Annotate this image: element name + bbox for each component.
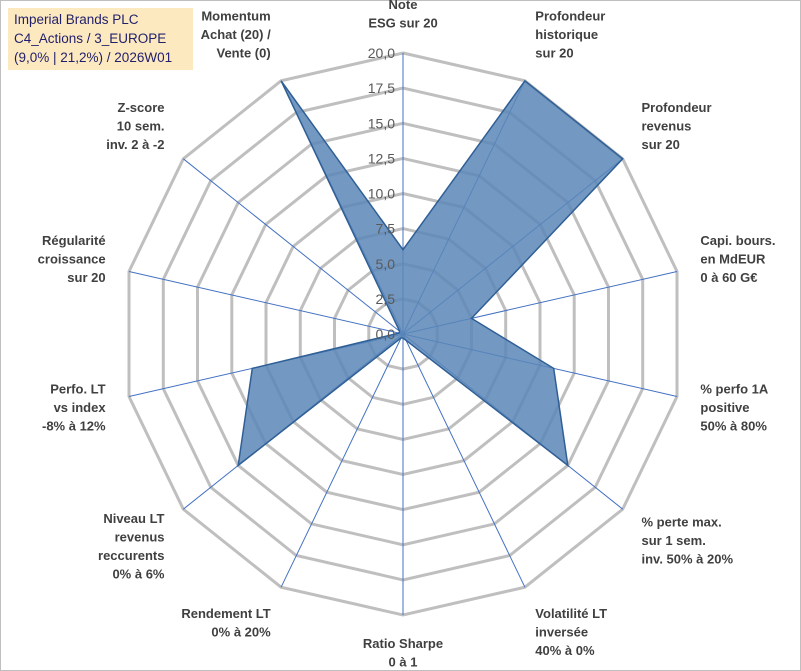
- axis-label-line: Vente (0): [217, 46, 271, 61]
- axis-label-line: 0 à 60 G€: [700, 270, 757, 285]
- axis-spoke: [182, 158, 404, 335]
- axis-spoke: [128, 271, 404, 335]
- tick-label: 17,5: [368, 80, 395, 96]
- axis-label-line: sur 1 sem.: [642, 533, 706, 548]
- axis-label-line: Rendement LT: [181, 606, 270, 621]
- axis-label-line: historique: [535, 27, 598, 42]
- axis-label-line: croissance: [38, 252, 106, 267]
- axis-label-line: 0 à 1: [389, 655, 418, 670]
- axis-label-line: Perfo. LT: [50, 381, 105, 396]
- axis-label-line: Profondeur: [642, 100, 712, 115]
- tick-label: 7,5: [376, 221, 396, 237]
- tick-label: 12,5: [368, 150, 395, 166]
- chart-title-box: Imperial Brands PLC C4_Actions / 3_EUROP…: [8, 8, 193, 70]
- tick-label: 15,0: [368, 115, 395, 131]
- axis-label-line: 0% à 6%: [112, 567, 164, 582]
- title-line-stats: (9,0% | 21,2%) / 2026W01: [14, 50, 173, 65]
- axis-label-line: Niveau LT: [103, 511, 164, 526]
- axis-label: Volatilité LT inversée 40% à 0%: [535, 606, 607, 658]
- axis-label-line: % perte max.: [642, 515, 722, 530]
- axis-label: % perfo 1A positive 50% à 80%: [700, 381, 769, 433]
- axis-label-line: Profondeur: [535, 9, 605, 24]
- axis-label: Profondeur revenus sur 20: [642, 100, 712, 152]
- axis-label-line: 0% à 20%: [211, 624, 271, 639]
- axis-label: Perfo. LT vs index -8% à 12%: [42, 381, 106, 433]
- axis-label-line: revenus: [642, 118, 692, 133]
- axis-label: % perte max. sur 1 sem. inv. 50% à 20%: [642, 515, 734, 567]
- axis-label-line: sur 20: [535, 46, 573, 61]
- axis-label-line: Ratio Sharpe: [363, 636, 443, 651]
- tick-label: 20,0: [368, 45, 395, 61]
- tick-label: 10,0: [368, 186, 395, 202]
- axis-label: Momentum Achat (20) / Vente (0): [201, 9, 271, 61]
- axis-label-line: Volatilité LT: [535, 606, 607, 621]
- axis-label-line: % perfo 1A: [700, 381, 769, 396]
- tick-label: 5,0: [376, 256, 396, 272]
- title-line-category: C4_Actions / 3_EUROPE: [14, 31, 167, 46]
- axis-label: Z-score 10 sem. inv. 2 à -2: [106, 100, 164, 152]
- axis-label-line: vs index: [54, 400, 107, 415]
- axis-label: Capi. bours. en MdEUR 0 à 60 G€: [700, 233, 775, 285]
- axis-label-line: en MdEUR: [700, 252, 766, 267]
- axis-label: Niveau LT revenus reccurents 0% à 6%: [98, 511, 165, 582]
- axis-label: Profondeur historique sur 20: [535, 9, 605, 61]
- axis-label: Régularité croissance sur 20: [38, 233, 106, 285]
- axis-label-line: sur 20: [642, 137, 680, 152]
- tick-label: 2,5: [376, 291, 396, 307]
- axis-label-line: positive: [700, 400, 749, 415]
- tick-label: 0,0: [376, 326, 396, 342]
- axis-label-line: 40% à 0%: [535, 643, 595, 658]
- axis-spoke: [402, 333, 526, 588]
- axis-label-line: Capi. bours.: [700, 233, 775, 248]
- axis-label-line: ESG sur 20: [368, 16, 437, 31]
- axis-label-line: inv. 50% à 20%: [642, 552, 734, 567]
- axis-label-line: Z-score: [118, 100, 165, 115]
- series-area: [237, 79, 624, 468]
- axis-label-line: revenus: [115, 530, 165, 545]
- axis-label-line: 10 sem.: [117, 118, 165, 133]
- axis-label-line: Régularité: [42, 233, 106, 248]
- axis-label-line: inv. 2 à -2: [106, 137, 164, 152]
- axis-label-line: Note: [389, 0, 418, 12]
- axis-label: Ratio Sharpe 0 à 1: [363, 636, 443, 670]
- axis-label-line: reccurents: [98, 548, 164, 563]
- axis-spoke: [280, 333, 404, 588]
- axis-label-line: Achat (20) /: [201, 27, 271, 42]
- title-line-company: Imperial Brands PLC: [14, 12, 139, 27]
- axis-label: Note ESG sur 20: [368, 0, 437, 31]
- axis-label-line: inversée: [535, 624, 588, 639]
- radar-tick-labels: 0,0 2,5 5,0 7,5 10,0 12,5 15,0 17,5 20,0: [368, 45, 395, 342]
- axis-label-line: Momentum: [201, 9, 270, 24]
- axis-label-line: -8% à 12%: [42, 418, 106, 433]
- radar-series: [237, 79, 624, 468]
- axis-label: Rendement LT 0% à 20%: [181, 606, 271, 640]
- axis-label-line: 50% à 80%: [700, 418, 767, 433]
- axis-label-line: sur 20: [67, 270, 105, 285]
- radar-axis-labels: Note ESG sur 20 Profondeur historique sur 20…: [38, 0, 776, 670]
